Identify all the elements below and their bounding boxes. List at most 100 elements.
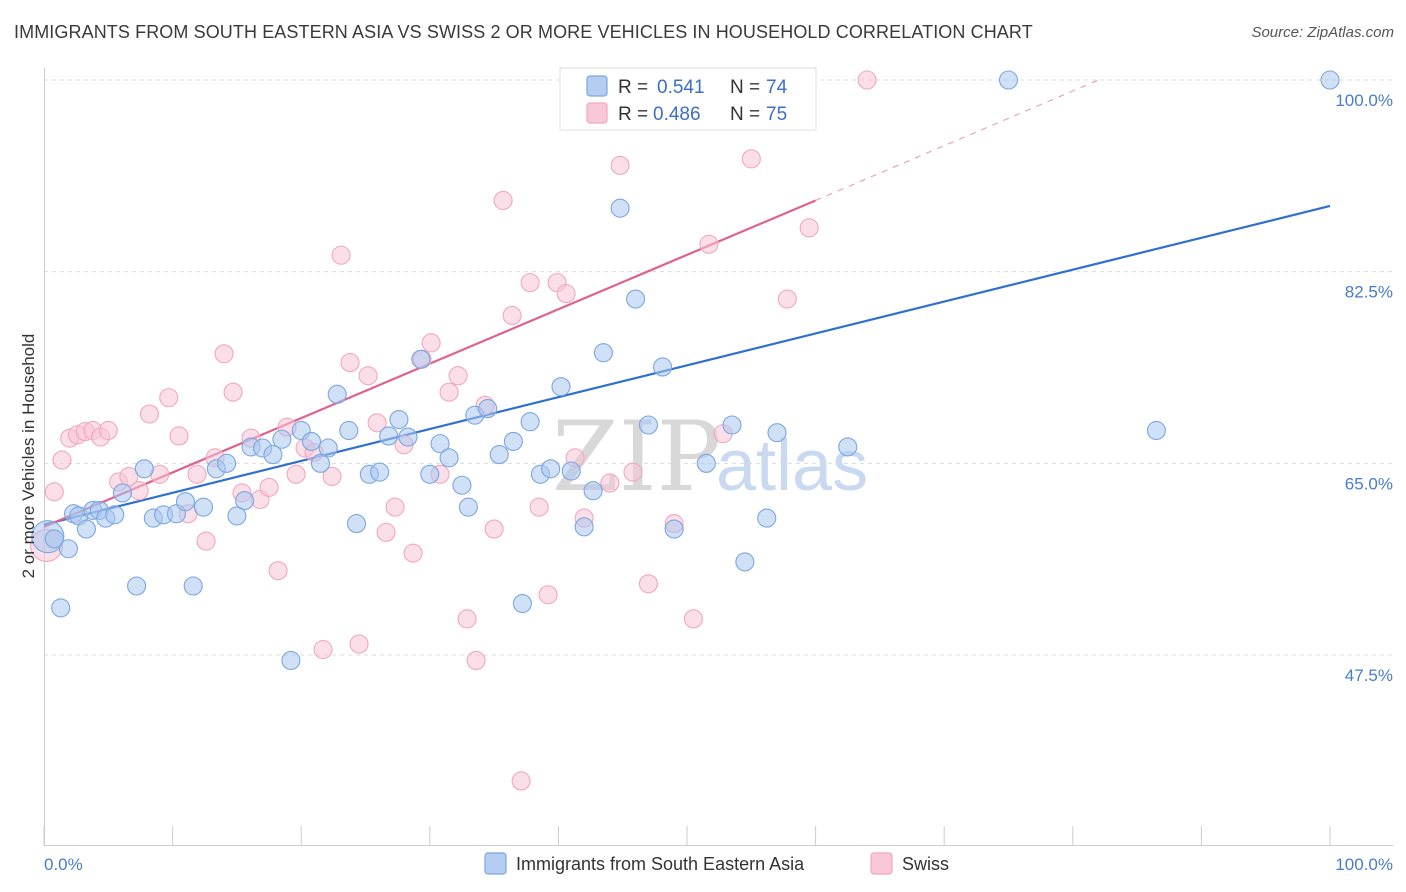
asia-point-34 [339, 420, 359, 441]
swiss-point-26 [268, 561, 288, 581]
asia-point-37 [370, 462, 390, 482]
swiss-point-46 [448, 366, 468, 386]
swiss-point-14 [159, 388, 179, 408]
bottom-legend-swatch-asia [484, 852, 507, 875]
asia-point-57 [574, 517, 594, 537]
asia-point-28 [281, 650, 301, 671]
asia-point-69 [767, 423, 787, 443]
x-tick-label-0: 0.0% [44, 855, 83, 874]
swiss-point-68 [683, 609, 703, 629]
legend-swatch-asia [586, 75, 608, 97]
swiss-point-34 [340, 353, 360, 373]
swiss-point-64 [623, 462, 643, 482]
asia-point-30 [301, 431, 322, 451]
asia-point-1 [44, 529, 64, 549]
asia-point-63 [653, 357, 673, 377]
swiss-point-74 [857, 70, 877, 90]
swiss-point-73 [799, 218, 819, 238]
asia-point-72 [1146, 420, 1166, 441]
swiss-point-58 [556, 284, 576, 304]
swiss-point-65 [638, 574, 658, 594]
top-legend: R = 0.541 N = 74 R = 0.486 N = 75 [559, 67, 817, 131]
asia-point-70 [838, 437, 858, 457]
asia-point-23 [235, 491, 255, 511]
swiss-point-38 [376, 522, 396, 542]
asia-point-54 [541, 459, 561, 479]
swiss-point-2 [52, 450, 72, 470]
y-tick-label-1: 65.0% [1345, 474, 1393, 493]
chart-title: IMMIGRANTS FROM SOUTH EASTERN ASIA VS SW… [14, 22, 1033, 42]
y-axis-title: 2 or more Vehicles in Household [19, 334, 38, 579]
asia-point-56 [561, 461, 581, 481]
y-tick-label-3: 100.0% [1335, 91, 1393, 110]
swiss-point-62 [600, 473, 620, 493]
asia-points [31, 70, 1340, 671]
swiss-point-51 [493, 190, 513, 211]
asia-point-49 [489, 445, 509, 465]
swiss-point-35 [349, 634, 369, 654]
swiss-point-17 [187, 464, 207, 484]
asia-point-41 [411, 349, 431, 369]
asia-point-3 [58, 539, 78, 559]
tick-labels: 47.5% 65.0% 82.5% 100.0% 0.0% 100.0% [44, 91, 1393, 874]
bottom-legend: Immigrants from South Eastern Asia Swiss [484, 852, 949, 875]
asia-point-27 [272, 429, 292, 449]
swiss-point-50 [484, 519, 504, 539]
asia-point-13 [134, 459, 154, 479]
asia-point-61 [626, 289, 646, 309]
asia-trend-line [43, 204, 1331, 526]
asia-point-71 [998, 70, 1019, 90]
asia-point-46 [458, 497, 478, 517]
swiss-point-48 [466, 650, 486, 671]
legend-swiss-n-value: 75 [766, 104, 787, 125]
asia-point-51 [512, 593, 532, 614]
y-tick-label-2: 82.5% [1345, 283, 1393, 302]
axes [44, 68, 1393, 846]
asia-point-19 [193, 497, 214, 517]
swiss-point-1 [44, 482, 64, 502]
y-tick-label-0: 47.5% [1345, 666, 1393, 685]
asia-point-65 [696, 453, 716, 473]
swiss-point-43 [421, 333, 441, 353]
asia-point-52 [520, 412, 540, 432]
asia-point-21 [217, 453, 237, 473]
asia-point-48 [478, 399, 498, 419]
asia-point-60 [610, 198, 630, 218]
legend-asia-r-value: 0.541 [657, 77, 705, 98]
asia-point-26 [263, 445, 283, 465]
swiss-point-33 [331, 245, 351, 265]
asia-point-40 [398, 427, 418, 447]
asia-point-22 [227, 506, 247, 526]
swiss-point-45 [439, 382, 459, 402]
swiss-point-31 [313, 639, 333, 660]
legend-swiss-n-label: N = [730, 104, 760, 125]
swiss-point-41 [403, 543, 423, 563]
asia-point-50 [503, 431, 523, 451]
asia-point-64 [664, 519, 684, 539]
x-tick-label-1: 100.0% [1335, 855, 1393, 874]
asia-point-6 [76, 519, 96, 539]
asia-point-45 [452, 475, 472, 495]
asia-point-44 [439, 448, 459, 468]
asia-point-11 [112, 483, 132, 503]
legend-swiss-r-value: 0.486 [653, 104, 701, 125]
legend-asia-n-label: N = [730, 77, 760, 98]
swiss-point-52 [502, 305, 522, 326]
swiss-point-55 [529, 497, 549, 517]
asia-point-58 [583, 481, 603, 501]
swiss-point-8 [98, 420, 118, 441]
asia-point-38 [379, 426, 399, 446]
asia-point-43 [430, 434, 450, 454]
swiss-trend-extension [815, 79, 1099, 202]
legend-asia-r-label: R = [618, 77, 648, 98]
legend-swatch-swiss [586, 102, 608, 124]
swiss-point-69 [699, 234, 719, 254]
source-label: Source: ZipAtlas.com [1251, 24, 1394, 41]
asia-point-73 [1320, 70, 1340, 90]
swiss-point-10 [119, 466, 139, 487]
swiss-point-25 [259, 477, 279, 497]
swiss-point-39 [385, 497, 405, 517]
asia-point-59 [593, 343, 613, 363]
asia-point-55 [551, 377, 571, 397]
